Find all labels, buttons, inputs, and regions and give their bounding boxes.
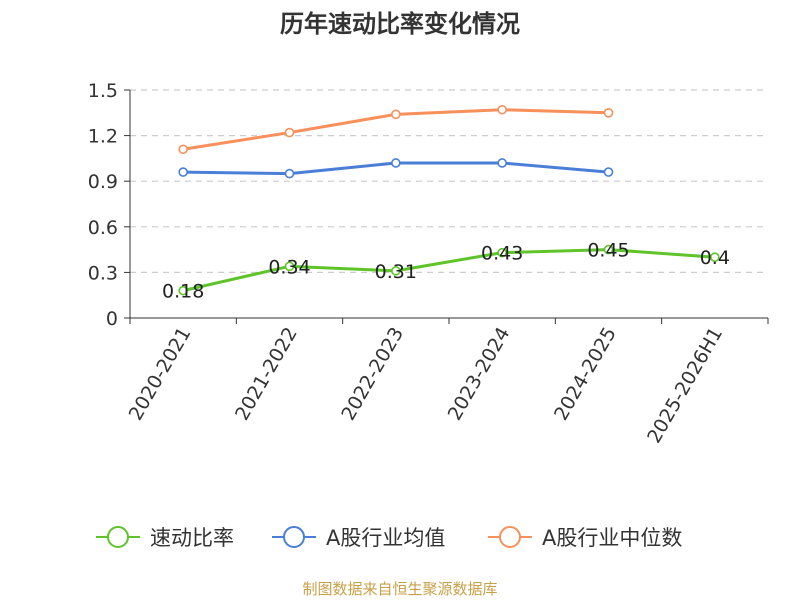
data-label: 0.45 [587,240,629,262]
data-point [391,109,401,120]
data-point [178,167,188,177]
data-point [497,247,507,258]
legend-marker [283,526,305,548]
legend-marker [107,526,129,548]
data-labels: 0.18 0.34 0.31 0.43 0.45 0.4 [162,240,730,303]
y-tick-label: 1.2 [88,126,118,148]
data-point [603,167,614,177]
y-tick-label: 0.9 [88,171,118,193]
y-tick-label: 0.6 [88,217,118,239]
data-point [284,168,295,179]
data-point [284,127,295,138]
legend-item: A股行业中位数 [488,526,682,550]
data-label: 0.34 [268,256,310,278]
y-tick-label: 1.5 [88,80,118,102]
data-point [391,158,401,168]
x-tick-label: 2020-2021 [125,324,196,425]
grid-lines [130,89,768,273]
legend: 速动比率 A股行业均值 A股行业中位数 [96,526,682,550]
y-tick-label: 0 [106,308,118,330]
data-point [603,108,614,118]
data-point [284,261,295,272]
data-point [178,285,188,296]
legend-label: A股行业均值 [326,526,445,550]
x-tick-label: 2022-2023 [337,324,408,425]
x-tick-label: 2025-2026H1 [643,324,727,448]
data-point [710,252,720,263]
data-label: 0.43 [481,243,523,265]
x-tick-label: 2021-2022 [231,324,302,425]
chart-title: 历年速动比率变化情况 [280,10,520,38]
source-note: 制图数据来自恒生聚源数据库 [302,580,498,598]
data-label: 0.18 [162,281,204,303]
x-tick-label: 2023-2024 [444,323,515,424]
data-point [603,244,614,255]
data-label: 0.4 [700,247,730,269]
data-point [497,158,507,168]
legend-item: 速动比率 [96,526,234,550]
y-tick-label: 0.3 [88,262,118,284]
legend-marker [499,526,521,548]
data-point [497,104,507,115]
x-tick-label: 2024-2025 [550,324,621,425]
legend-label: 速动比率 [150,526,234,550]
legend-label: A股行业中位数 [542,526,682,550]
legend-item: A股行业均值 [272,526,445,550]
data-point [178,144,188,155]
series-lines [178,104,720,296]
series-line [182,248,715,293]
data-label: 0.31 [375,261,417,283]
data-point [391,266,401,276]
